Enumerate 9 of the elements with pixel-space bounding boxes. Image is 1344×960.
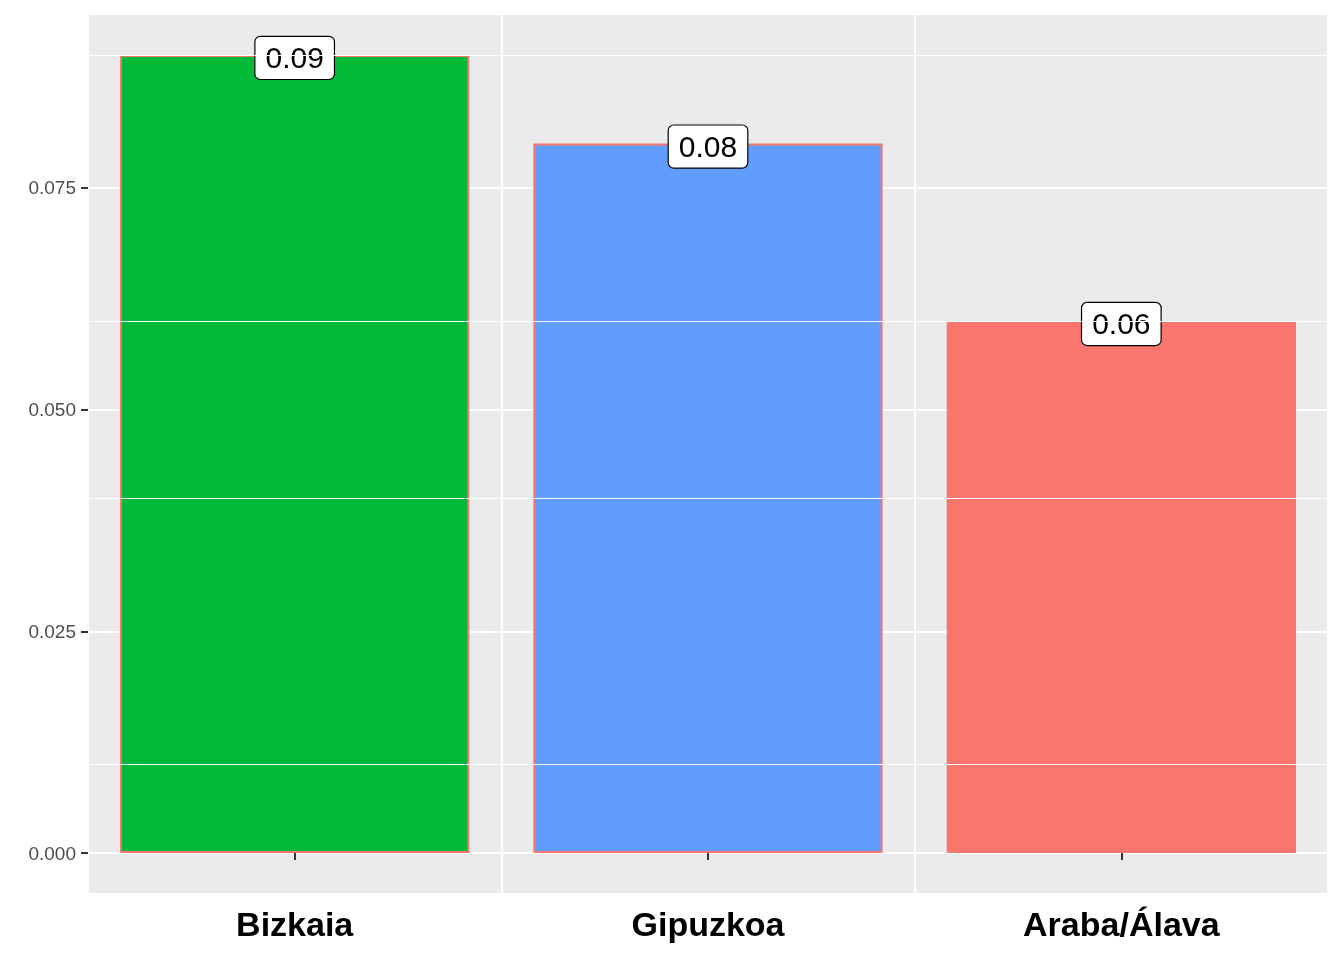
y-tick-label: 0.025 bbox=[28, 620, 76, 642]
data-label: 0.08 bbox=[678, 130, 738, 164]
y-tick-label: 0.000 bbox=[28, 842, 76, 864]
x-tick-label: Araba/Álava bbox=[1023, 905, 1221, 943]
y-tick-label: 0.075 bbox=[28, 177, 76, 199]
y-tick-label: 0.050 bbox=[28, 399, 76, 421]
data-label: 0.09 bbox=[265, 41, 324, 75]
x-tick-label: Bizkaia bbox=[236, 905, 355, 943]
x-tick-label: Gipuzkoa bbox=[631, 905, 786, 943]
